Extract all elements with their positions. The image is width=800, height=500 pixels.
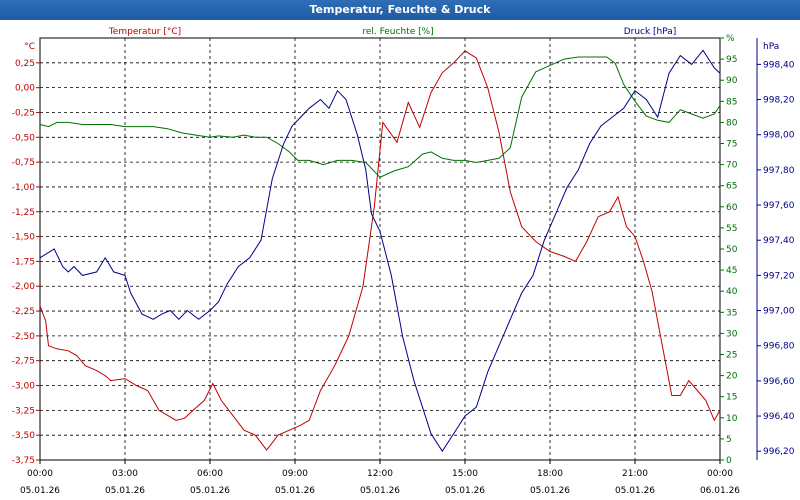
pressure-tick-label: 997,00 xyxy=(763,307,795,317)
humidity-tick-label: 40 xyxy=(726,287,738,297)
pressure-tick-label: 998,40 xyxy=(763,60,795,70)
temperature-tick-label: -0,50 xyxy=(12,133,36,143)
x-tick-label-time: 21:00 xyxy=(622,469,648,479)
pressure-tick-label: 996,20 xyxy=(763,447,795,457)
humidity-tick-label: 45 xyxy=(726,266,737,276)
humidity-tick-label: 80 xyxy=(726,118,738,128)
pressure-tick-label: 996,60 xyxy=(763,377,795,387)
humidity-tick-label: % xyxy=(726,34,735,44)
x-tick-label-time: 15:00 xyxy=(452,469,478,479)
temperature-tick-label: -3,00 xyxy=(12,382,36,392)
pressure-tick-label: 997,60 xyxy=(763,201,795,211)
series-legend-label: rel. Feuchte [%] xyxy=(362,27,433,37)
temperature-axis-unit: °C xyxy=(24,42,35,52)
x-tick-label-date: 05.01.26 xyxy=(530,486,570,496)
humidity-tick-label: 0 xyxy=(726,456,732,466)
humidity-tick-label: 65 xyxy=(726,182,737,192)
temperature-tick-label: -3,50 xyxy=(12,431,36,441)
x-tick-label-time: 00:00 xyxy=(707,469,733,479)
pressure-tick-label: 998,20 xyxy=(763,96,795,106)
pressure-tick-label: 996,80 xyxy=(763,342,795,352)
temperature-tick-label: -0,75 xyxy=(12,158,35,168)
x-tick-label-date: 05.01.26 xyxy=(615,486,655,496)
temperature-tick-label: 0,25 xyxy=(15,59,35,69)
temperature-tick-label: -2,50 xyxy=(12,332,36,342)
humidity-tick-label: 70 xyxy=(726,161,738,171)
temperature-tick-label: -3,25 xyxy=(12,406,35,416)
humidity-tick-label: 60 xyxy=(726,203,738,213)
series-legend-label: Druck [hPa] xyxy=(624,27,677,37)
temperature-tick-label: -2,75 xyxy=(12,357,35,367)
grid xyxy=(40,38,720,461)
pressure-tick-label: 998,00 xyxy=(763,131,795,141)
pressure-axis-unit: hPa xyxy=(763,42,779,52)
x-tick-label-time: 12:00 xyxy=(367,469,393,479)
x-tick-label-date: 05.01.26 xyxy=(105,486,145,496)
temperature-tick-label: -2,25 xyxy=(12,307,35,317)
humidity-tick-label: 5 xyxy=(726,435,732,445)
series-line-humidity xyxy=(39,56,721,178)
pressure-tick-label: 997,80 xyxy=(763,166,795,176)
temperature-tick-label: -1,00 xyxy=(12,183,36,193)
temperature-tick-label: 0,00 xyxy=(15,84,35,94)
x-tick-label-date: 05.01.26 xyxy=(190,486,230,496)
x-tick-label-time: 09:00 xyxy=(282,469,308,479)
humidity-tick-label: 90 xyxy=(726,76,738,86)
humidity-tick-label: 85 xyxy=(726,97,737,107)
series-group xyxy=(39,49,721,453)
pressure-tick-label: 996,40 xyxy=(763,412,795,422)
humidity-tick-label: 20 xyxy=(726,372,738,382)
x-tick-label-date: 05.01.26 xyxy=(445,486,485,496)
humidity-tick-label: 95 xyxy=(726,55,737,65)
humidity-tick-label: 35 xyxy=(726,308,737,318)
humidity-tick-label: 55 xyxy=(726,224,737,234)
chart-title: Temperatur, Feuchte & Druck xyxy=(0,0,800,20)
pressure-tick-label: 997,40 xyxy=(763,236,795,246)
x-tick-label-date: 05.01.26 xyxy=(275,486,315,496)
series-line-temperature xyxy=(39,50,721,451)
x-tick-label-date: 05.01.26 xyxy=(20,486,60,496)
axes xyxy=(36,37,761,464)
x-tick-label-time: 00:00 xyxy=(27,469,53,479)
temperature-tick-label: -0,25 xyxy=(12,108,35,118)
labels: 00:00 05.01.26 03:00 05.01.26 06:00 05.01.26 0… xyxy=(12,27,795,496)
temperature-tick-label: -3,75 xyxy=(12,456,35,466)
x-tick-label-date: 06.01.26 xyxy=(700,486,740,496)
temperature-tick-label: -1,50 xyxy=(12,233,36,243)
x-tick-label-time: 06:00 xyxy=(197,469,223,479)
humidity-tick-label: 10 xyxy=(726,414,738,424)
chart: 00:00 05.01.26 03:00 05.01.26 06:00 05.01.26 0… xyxy=(12,27,795,496)
x-tick-label-time: 18:00 xyxy=(537,469,563,479)
temperature-tick-label: -1,25 xyxy=(12,208,35,218)
series-legend-label: Temperatur [°C] xyxy=(108,27,181,37)
humidity-tick-label: 25 xyxy=(726,351,737,361)
x-tick-label-date: 05.01.26 xyxy=(360,486,400,496)
x-tick-label-time: 03:00 xyxy=(112,469,138,479)
humidity-tick-label: 75 xyxy=(726,140,737,150)
pressure-tick-label: 997,20 xyxy=(763,271,795,281)
humidity-tick-label: 15 xyxy=(726,393,737,403)
series-line-pressure xyxy=(39,49,721,453)
humidity-tick-label: 50 xyxy=(726,245,738,255)
temperature-tick-label: -1,75 xyxy=(12,257,35,267)
humidity-tick-label: 30 xyxy=(726,329,738,339)
temperature-tick-label: -2,00 xyxy=(12,282,36,292)
